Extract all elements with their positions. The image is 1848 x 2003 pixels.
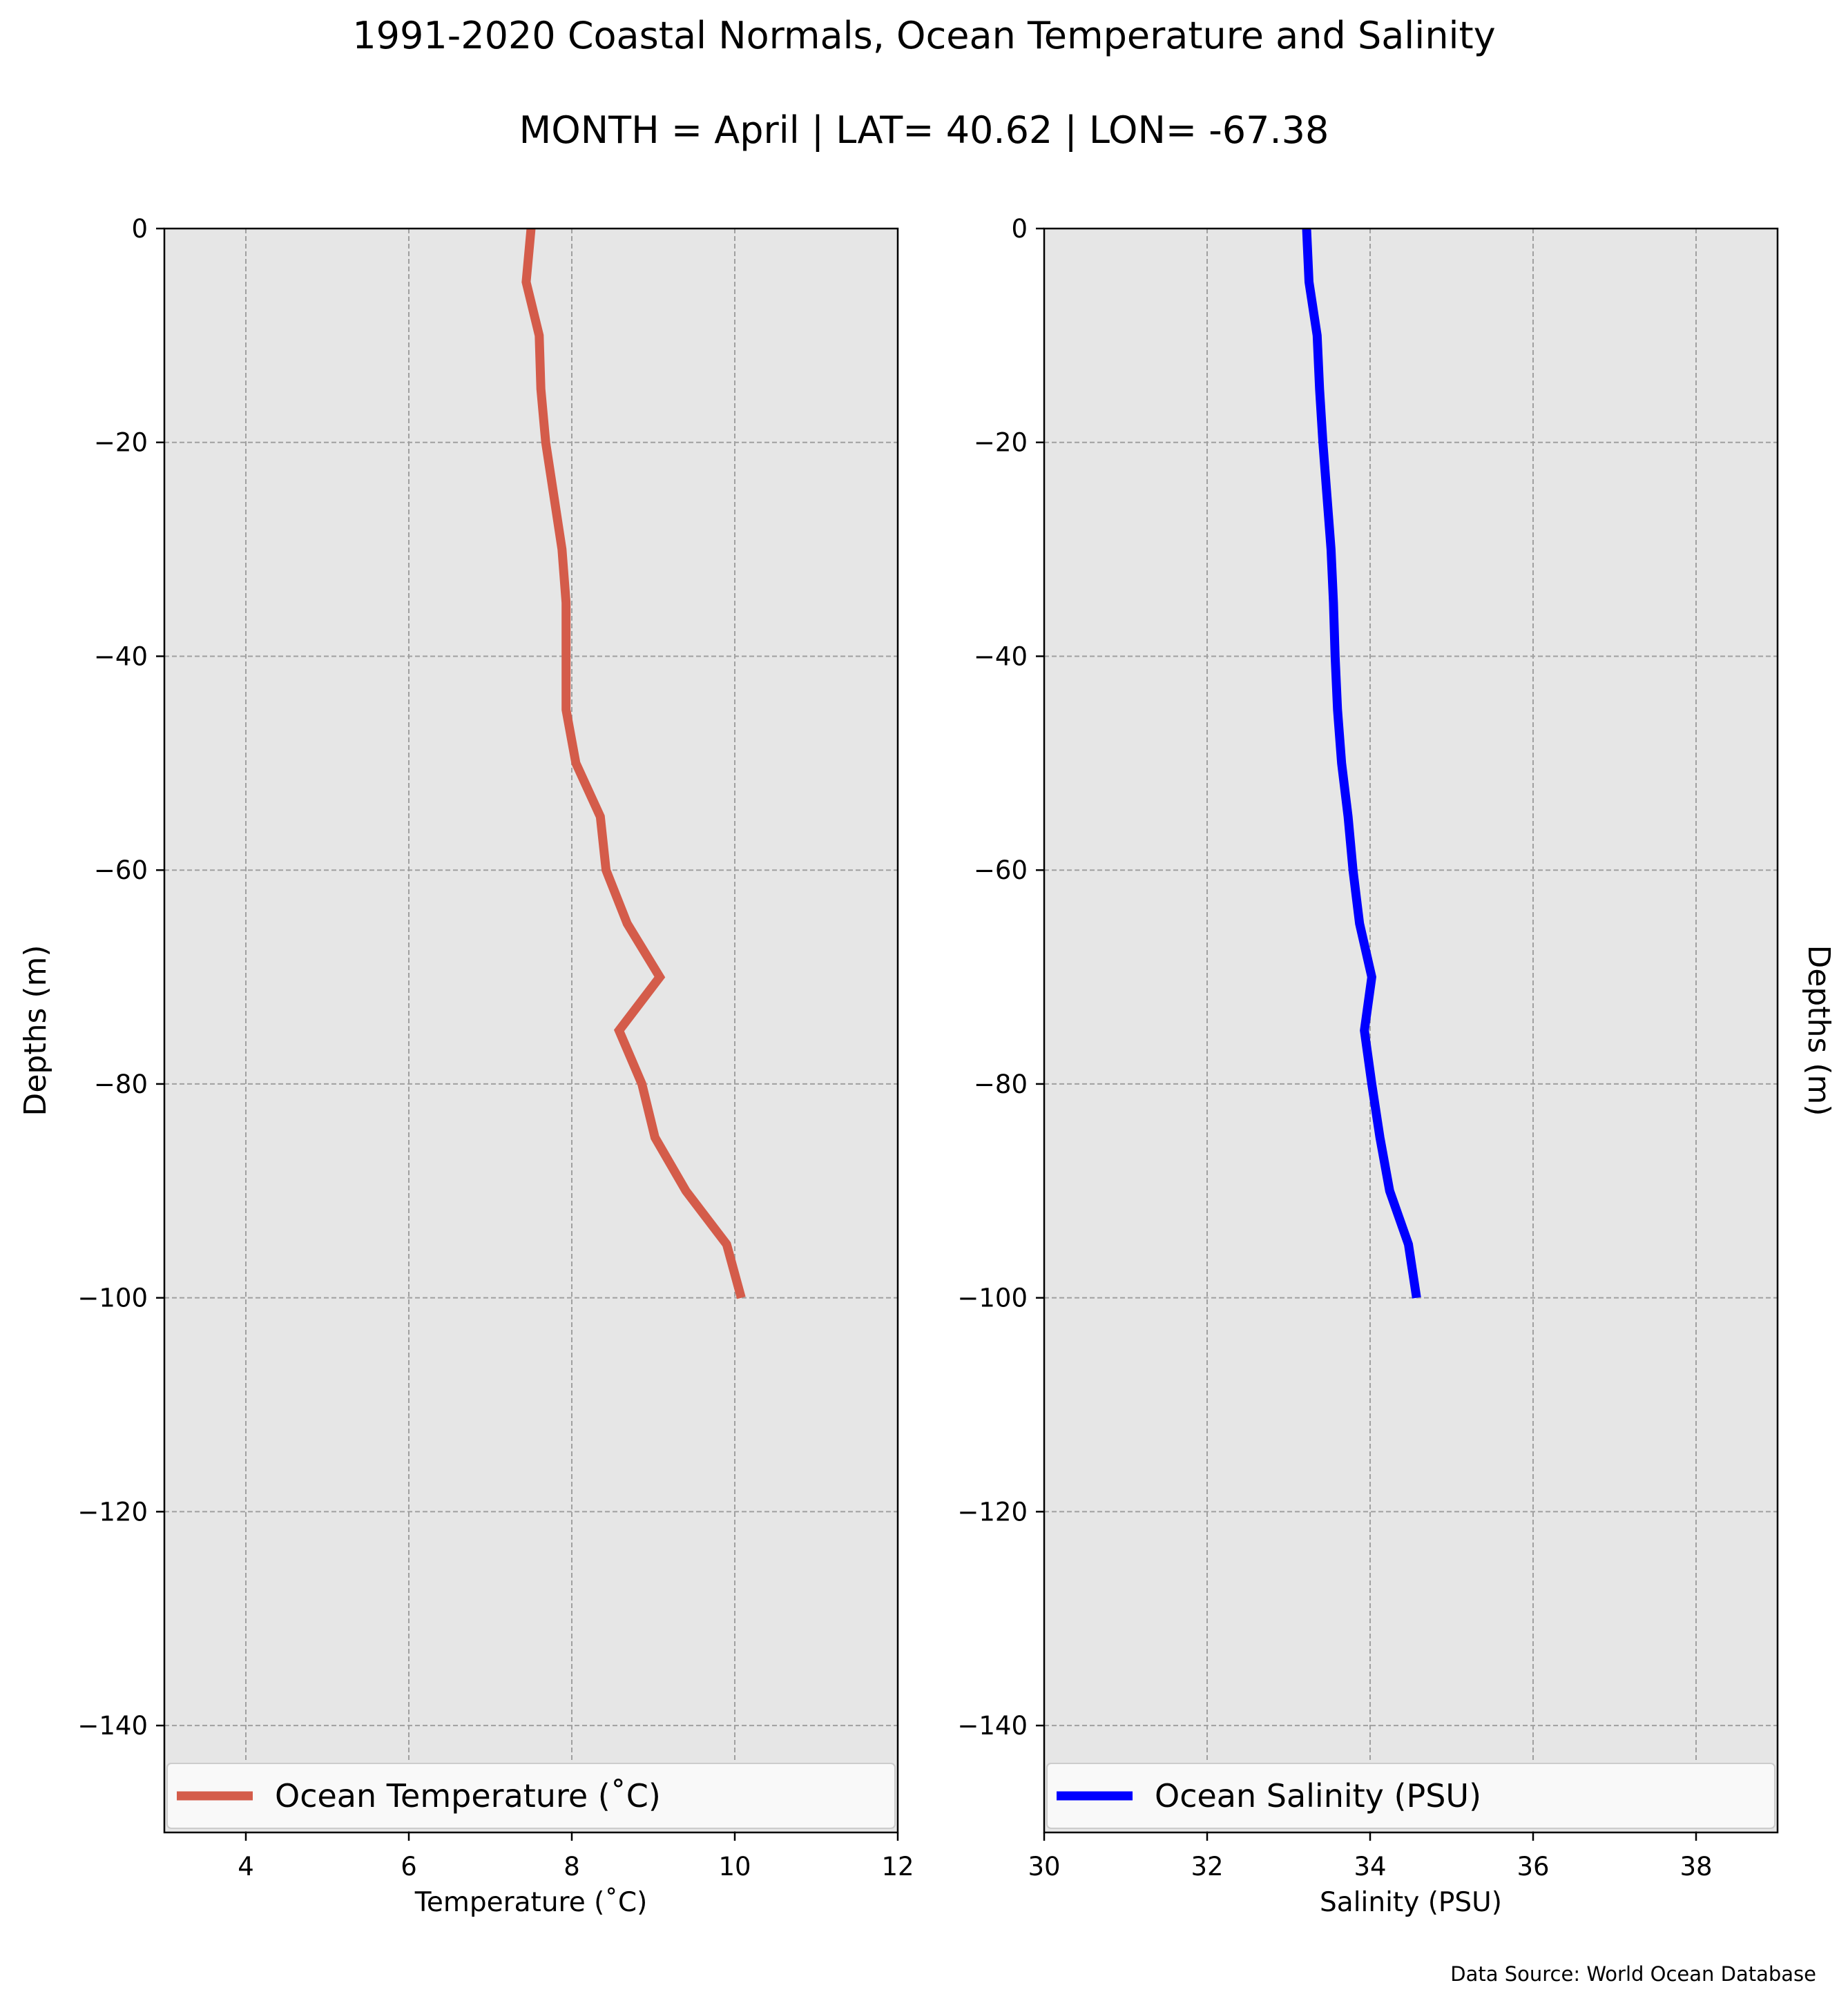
plot-area <box>1044 229 1778 1832</box>
legend-box <box>166 1763 896 1829</box>
y-tick-label: −100 <box>957 1284 1028 1313</box>
y-tick-label: −40 <box>974 641 1028 671</box>
y-tick-label: −80 <box>974 1070 1028 1099</box>
x-tick-label: 12 <box>881 1852 914 1881</box>
x-tick-label: 30 <box>1028 1852 1060 1881</box>
y-tick-label: −120 <box>77 1497 148 1527</box>
x-tick-label: 36 <box>1517 1852 1549 1881</box>
y-tick-label: −60 <box>94 855 148 885</box>
y-tick-label: 0 <box>131 214 148 244</box>
y-axis-label: Depths (m) <box>1801 945 1836 1116</box>
y-tick-label: −40 <box>94 641 148 671</box>
y-tick-label: −140 <box>957 1711 1028 1741</box>
legend-label: Ocean Temperature (˚C) <box>275 1777 661 1815</box>
x-tick-label: 10 <box>718 1852 751 1881</box>
x-tick-label: 6 <box>401 1852 417 1881</box>
x-tick-label: 34 <box>1354 1852 1386 1881</box>
series-line <box>521 228 746 1299</box>
legend-label: Ocean Salinity (PSU) <box>1155 1777 1481 1815</box>
x-tick-label: 8 <box>564 1852 580 1881</box>
y-tick-label: −100 <box>77 1284 148 1313</box>
panel-right: Ocean Salinity (PSU) 30 32 34 36 38 0 −20 −40 −60… <box>957 214 1836 1918</box>
x-axis-label: Salinity (PSU) <box>1320 1887 1502 1918</box>
y-tick-label: −140 <box>77 1711 148 1741</box>
data-source-note: Data Source: World Ocean Database <box>1450 1962 1816 1986</box>
x-axis-label: Temperature (˚C) <box>414 1887 648 1918</box>
chart-subtitle: MONTH = April | LAT= 40.62 | LON= -67.38 <box>519 108 1329 152</box>
chart-title: 1991-2020 Coastal Normals, Ocean Tempera… <box>352 14 1496 57</box>
y-tick-label: −20 <box>974 428 1028 458</box>
y-tick-label: −60 <box>974 855 1028 885</box>
x-tick-label: 4 <box>238 1852 254 1881</box>
y-axis-label: Depths (m) <box>18 945 53 1116</box>
axes-frame <box>163 227 899 1834</box>
axes-frame <box>1043 227 1779 1834</box>
series-line <box>1302 228 1421 1299</box>
y-tick-label: −120 <box>957 1497 1028 1527</box>
x-tick-label: 38 <box>1679 1852 1712 1881</box>
x-tick-label: 32 <box>1191 1852 1223 1881</box>
panel-left: Ocean Temperature (˚C) 4 6 8 10 12 0 −20 −40 −60 −… <box>18 214 914 1918</box>
legend-box <box>1046 1763 1775 1829</box>
plot-area <box>164 229 898 1832</box>
y-tick-label: −80 <box>94 1070 148 1099</box>
y-tick-label: −20 <box>94 428 148 458</box>
y-tick-label: 0 <box>1011 214 1028 244</box>
